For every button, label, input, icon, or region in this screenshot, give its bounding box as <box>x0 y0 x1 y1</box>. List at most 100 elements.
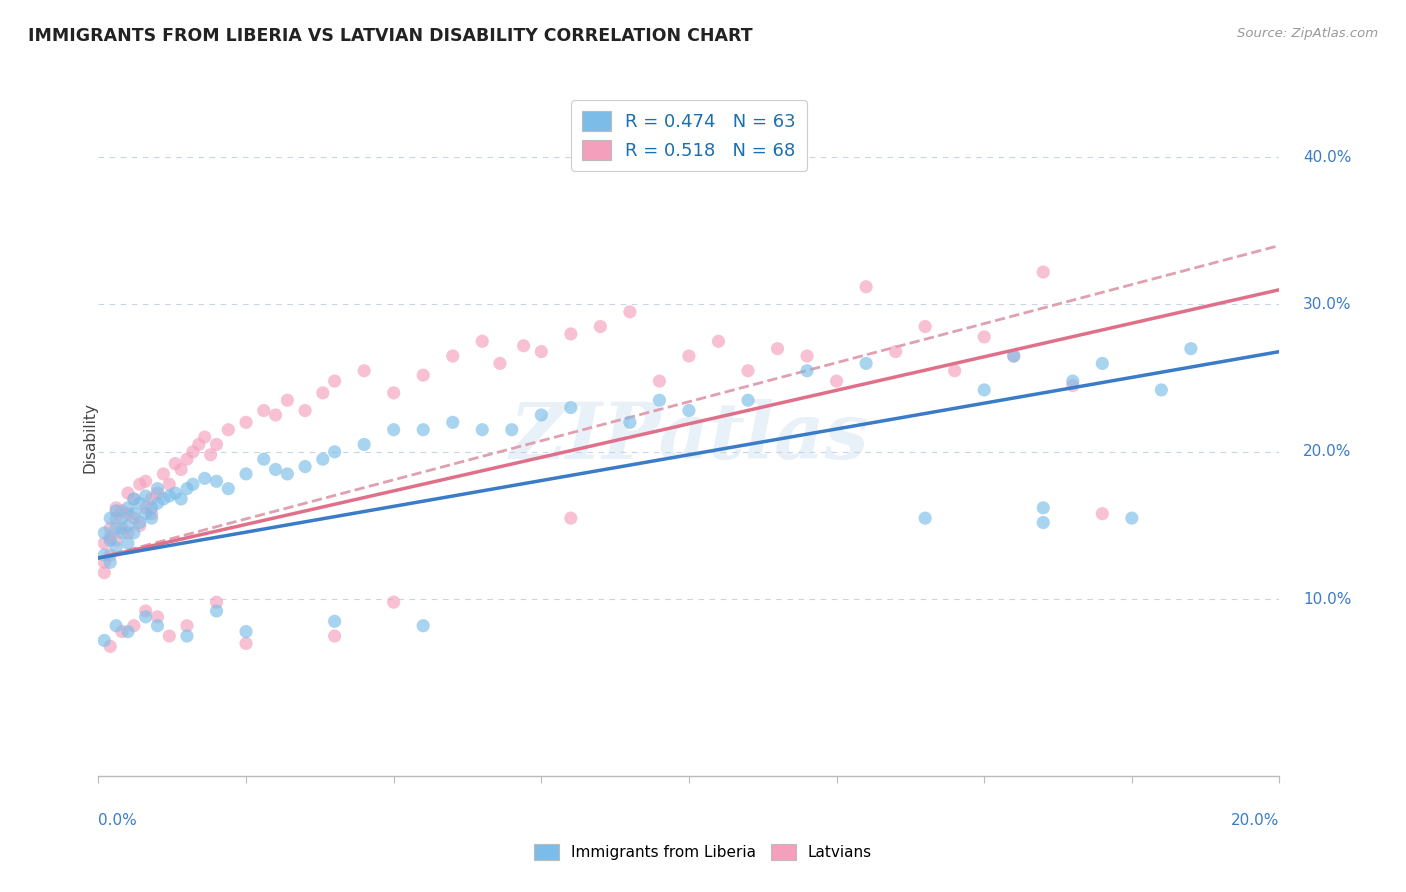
Point <box>441 349 464 363</box>
Point <box>135 475 157 489</box>
Point <box>93 555 115 569</box>
Point <box>1032 265 1054 279</box>
Point <box>111 624 134 639</box>
Point <box>560 511 582 525</box>
Point <box>157 489 180 503</box>
Point <box>707 334 730 349</box>
Point <box>217 423 239 437</box>
Point <box>105 504 128 518</box>
Point <box>884 344 907 359</box>
Point <box>176 629 198 643</box>
Text: 20.0%: 20.0% <box>1303 444 1351 459</box>
Point <box>105 541 128 555</box>
Point <box>117 500 139 515</box>
Point <box>128 496 150 510</box>
Point <box>235 624 257 639</box>
Point <box>312 452 335 467</box>
Point <box>105 511 128 525</box>
Point <box>1091 507 1114 521</box>
Point <box>1091 356 1114 370</box>
Text: 0.0%: 0.0% <box>98 814 138 828</box>
Point <box>412 423 434 437</box>
Point <box>796 364 818 378</box>
Point <box>122 618 145 632</box>
Point <box>98 521 121 535</box>
Point <box>471 423 494 437</box>
Text: 30.0%: 30.0% <box>1303 297 1351 312</box>
Y-axis label: Disability: Disability <box>83 401 97 473</box>
Point <box>855 279 877 293</box>
Point <box>146 482 169 496</box>
Point <box>117 507 139 521</box>
Point <box>93 633 115 648</box>
Point <box>170 462 193 476</box>
Point <box>135 610 157 624</box>
Point <box>1032 516 1054 530</box>
Point <box>205 604 228 618</box>
Point <box>796 349 818 363</box>
Point <box>165 486 187 500</box>
Point <box>187 437 209 451</box>
Point <box>146 610 169 624</box>
Point <box>353 364 375 378</box>
Point <box>353 437 375 451</box>
Point <box>122 491 145 506</box>
Point <box>128 518 150 533</box>
Point <box>122 525 145 540</box>
Point <box>766 342 789 356</box>
Point <box>176 452 198 467</box>
Text: 20.0%: 20.0% <box>1232 814 1279 828</box>
Point <box>323 629 346 643</box>
Point <box>111 511 134 525</box>
Point <box>589 319 612 334</box>
Point <box>1180 342 1202 356</box>
Point <box>276 393 298 408</box>
Point <box>1002 349 1025 363</box>
Point <box>1002 349 1025 363</box>
Point <box>122 507 145 521</box>
Point <box>152 491 174 506</box>
Point <box>323 615 346 629</box>
Point <box>825 374 848 388</box>
Point <box>165 457 187 471</box>
Point <box>93 525 115 540</box>
Point <box>141 491 163 506</box>
Point <box>205 475 228 489</box>
Point <box>1062 378 1084 392</box>
Point <box>135 507 157 521</box>
Point <box>560 401 582 415</box>
Point <box>973 383 995 397</box>
Point <box>98 555 121 569</box>
Point <box>111 521 134 535</box>
Point <box>235 415 257 429</box>
Point <box>678 403 700 417</box>
Point <box>117 486 139 500</box>
Point <box>530 344 553 359</box>
Point <box>157 629 180 643</box>
Text: ZIPatlas: ZIPatlas <box>509 399 869 475</box>
Point <box>200 448 222 462</box>
Point <box>205 595 228 609</box>
Point <box>412 618 434 632</box>
Point <box>141 507 163 521</box>
Point <box>98 533 121 548</box>
Point <box>264 462 287 476</box>
Point <box>135 489 157 503</box>
Point <box>276 467 298 481</box>
Point <box>194 430 217 444</box>
Point <box>382 595 405 609</box>
Point <box>181 477 204 491</box>
Point <box>105 618 128 632</box>
Legend: Immigrants from Liberia, Latvians: Immigrants from Liberia, Latvians <box>529 838 877 866</box>
Point <box>128 516 150 530</box>
Point <box>157 477 180 491</box>
Point <box>312 385 335 400</box>
Point <box>1032 500 1054 515</box>
Point <box>98 640 121 654</box>
Point <box>117 624 139 639</box>
Point <box>117 518 139 533</box>
Point <box>111 504 134 518</box>
Text: 40.0%: 40.0% <box>1303 150 1351 164</box>
Point <box>111 525 134 540</box>
Point <box>235 467 257 481</box>
